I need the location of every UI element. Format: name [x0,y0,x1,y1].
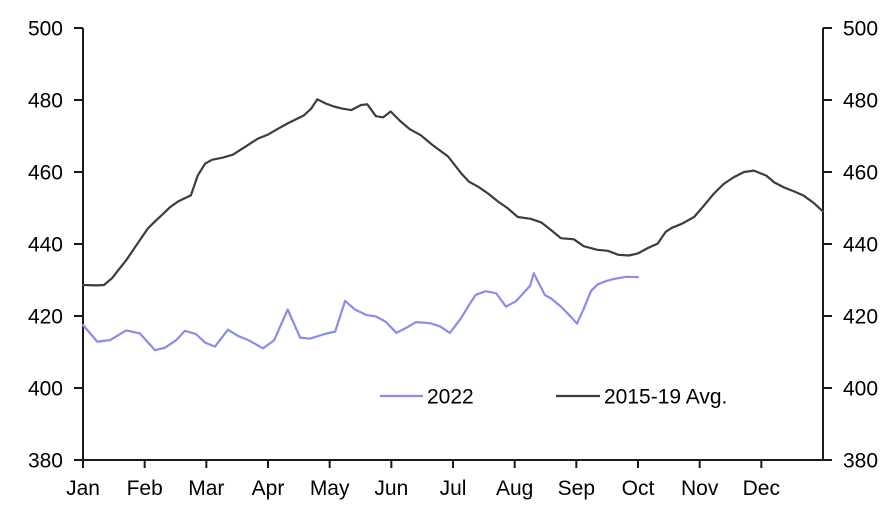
y-axis-label-right: 500 [843,18,878,41]
x-axis-label-month: Mar [188,477,224,500]
y-axis-label-left: 380 [28,450,63,473]
y-axis-label-left: 480 [28,90,63,113]
x-axis-label-month: Dec [743,477,780,500]
series-line-2015-19-avg [81,98,825,287]
series-line-2022 [81,272,640,352]
y-axis-label-right: 380 [843,450,878,473]
y-axis-label-right: 420 [843,306,878,329]
x-axis-label-month: Jul [440,477,467,500]
x-axis-label-month: Apr [252,477,285,500]
x-axis-label-month: Oct [622,477,655,500]
y-axis-label-right: 440 [843,234,878,257]
y-axis-label-right: 400 [843,378,878,401]
x-axis-label-month: Feb [127,477,163,500]
legend-label-2015-19-avg: 2015-19 Avg. [604,386,727,409]
x-axis-label-month: May [310,477,350,500]
y-axis-label-left: 400 [28,378,63,401]
y-axis-label-left: 440 [28,234,63,257]
y-axis-label-left: 460 [28,162,63,185]
x-axis-label-month: Aug [496,477,533,500]
x-axis-label-month: Jun [374,477,408,500]
y-axis-label-left: 500 [28,18,63,41]
y-axis-label-right: 480 [843,90,878,113]
x-axis-label-month: Jan [66,477,100,500]
legend-label-2022: 2022 [427,386,474,409]
y-axis-label-right: 460 [843,162,878,185]
x-axis-label-month: Sep [558,477,595,500]
y-axis-label-left: 420 [28,306,63,329]
x-axis-label-month: Nov [681,477,719,500]
